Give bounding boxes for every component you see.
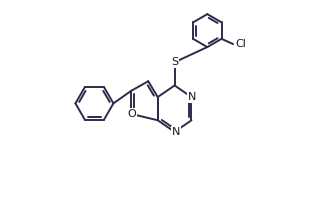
- Text: N: N: [171, 127, 180, 137]
- Text: O: O: [127, 109, 136, 119]
- Text: S: S: [171, 57, 178, 67]
- Text: N: N: [188, 92, 197, 102]
- Text: Cl: Cl: [235, 39, 246, 49]
